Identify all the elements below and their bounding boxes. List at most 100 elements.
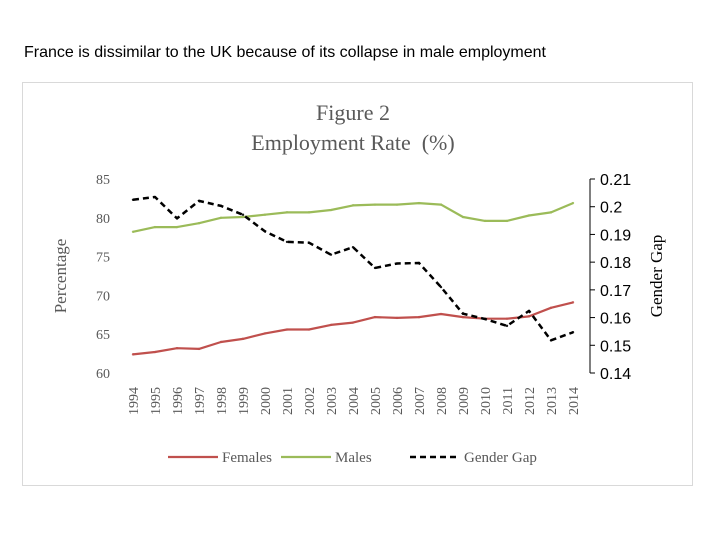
data-point [351, 245, 355, 249]
data-point [549, 211, 553, 214]
data-point [461, 312, 465, 315]
series-line-females [132, 301, 574, 356]
y2-tick-label: 0.14 [600, 366, 631, 383]
slide-title: France is dissimilar to the UK because o… [24, 44, 546, 61]
x-tick-label: 1996 [171, 387, 186, 415]
chart-frame: Figure 2 Employment Rate (%) Percentage … [22, 82, 693, 486]
data-point [329, 323, 333, 327]
x-tick-label: 2008 [435, 387, 450, 415]
data-point [571, 301, 575, 304]
y-tick-label: 75 [96, 251, 110, 266]
data-point [285, 328, 289, 331]
data-point [329, 253, 333, 256]
data-point [131, 198, 135, 201]
y-tick-label: 65 [96, 328, 110, 343]
data-point [329, 208, 333, 212]
legend-label: Females [222, 450, 272, 466]
data-point [439, 285, 443, 289]
chart-subtitle: Employment Rate (%) [251, 130, 454, 155]
data-point [483, 317, 487, 321]
data-point [373, 266, 377, 270]
x-tick-label: 1999 [237, 387, 252, 415]
data-point [417, 261, 421, 265]
data-point [219, 340, 223, 344]
data-point [307, 328, 311, 331]
data-point [153, 195, 157, 199]
y2-tick-label: 0.21 [600, 172, 631, 189]
data-point [263, 213, 267, 216]
data-point [285, 211, 289, 214]
data-point [527, 315, 531, 318]
chart-marks: 60 65 70 75 80 85 0.14 0.15 0.16 0.17 0.18 0.19 0.2 0… [96, 172, 631, 466]
data-point [395, 203, 399, 206]
y2-tick-label: 0.19 [600, 227, 631, 244]
x-tick-label: 2000 [259, 387, 274, 415]
data-point [241, 215, 245, 219]
x-tick-label: 2001 [281, 387, 296, 415]
x-tick-label: 1998 [215, 387, 230, 415]
data-point [197, 222, 201, 225]
data-point [461, 215, 465, 219]
data-point [505, 317, 509, 320]
data-point [219, 216, 223, 219]
y2-tick-label: 0.18 [600, 255, 631, 272]
data-point [571, 201, 575, 205]
data-point [505, 324, 509, 328]
x-tick-label: 2013 [545, 387, 560, 415]
legend-label: Gender Gap [464, 450, 537, 466]
x-tick-label: 1994 [127, 387, 142, 415]
data-point [241, 213, 245, 216]
data-point [219, 204, 223, 208]
data-point [307, 211, 311, 214]
y-tick-label: 80 [96, 212, 110, 227]
x-tick-label: 2010 [479, 387, 494, 415]
y-tick-label: 60 [96, 367, 110, 382]
data-point [505, 219, 509, 223]
data-point [175, 217, 179, 220]
x-tick-label: 2011 [501, 387, 516, 414]
y2-tick-label: 0.16 [600, 311, 631, 328]
data-point [175, 346, 179, 350]
legend-label: Males [335, 450, 372, 466]
data-point [395, 262, 399, 265]
data-point [571, 331, 575, 334]
x-tick-label: 2012 [523, 387, 538, 415]
data-point [373, 203, 377, 206]
chart-title: Figure 2 [316, 100, 390, 125]
data-point [263, 230, 267, 233]
data-point [373, 315, 377, 319]
x-tick-label: 2004 [347, 387, 362, 415]
data-point [131, 230, 135, 233]
x-tick-label: 1995 [149, 387, 164, 415]
data-point [153, 225, 157, 229]
data-point [197, 199, 201, 203]
data-point [549, 339, 553, 342]
data-point [461, 315, 465, 319]
data-point [527, 309, 531, 313]
data-point [285, 240, 289, 244]
x-tick-label: 2014 [567, 387, 582, 415]
x-tick-label: 2006 [391, 387, 406, 415]
data-point [527, 214, 531, 217]
x-tick-label: 2009 [457, 387, 472, 415]
y-tick-label: 85 [96, 173, 110, 188]
data-point [197, 347, 201, 351]
data-point [175, 225, 179, 229]
x-tick-label: 2003 [325, 387, 340, 415]
data-point [131, 353, 135, 356]
y2-tick-label: 0.2 [600, 200, 622, 217]
data-point [263, 332, 267, 335]
data-point [241, 337, 245, 341]
x-tick-label: 2002 [303, 387, 318, 415]
x-tick-label: 1997 [193, 387, 208, 415]
data-point [439, 203, 443, 206]
data-point [439, 312, 443, 316]
x-tick-label: 2005 [369, 387, 384, 415]
data-point [549, 306, 553, 310]
data-point [483, 219, 487, 223]
data-point [395, 316, 399, 320]
series-line-males [132, 201, 574, 233]
data-point [351, 321, 355, 324]
employment-chart: Figure 2 Employment Rate (%) Percentage … [51, 100, 666, 466]
data-point [417, 315, 421, 319]
